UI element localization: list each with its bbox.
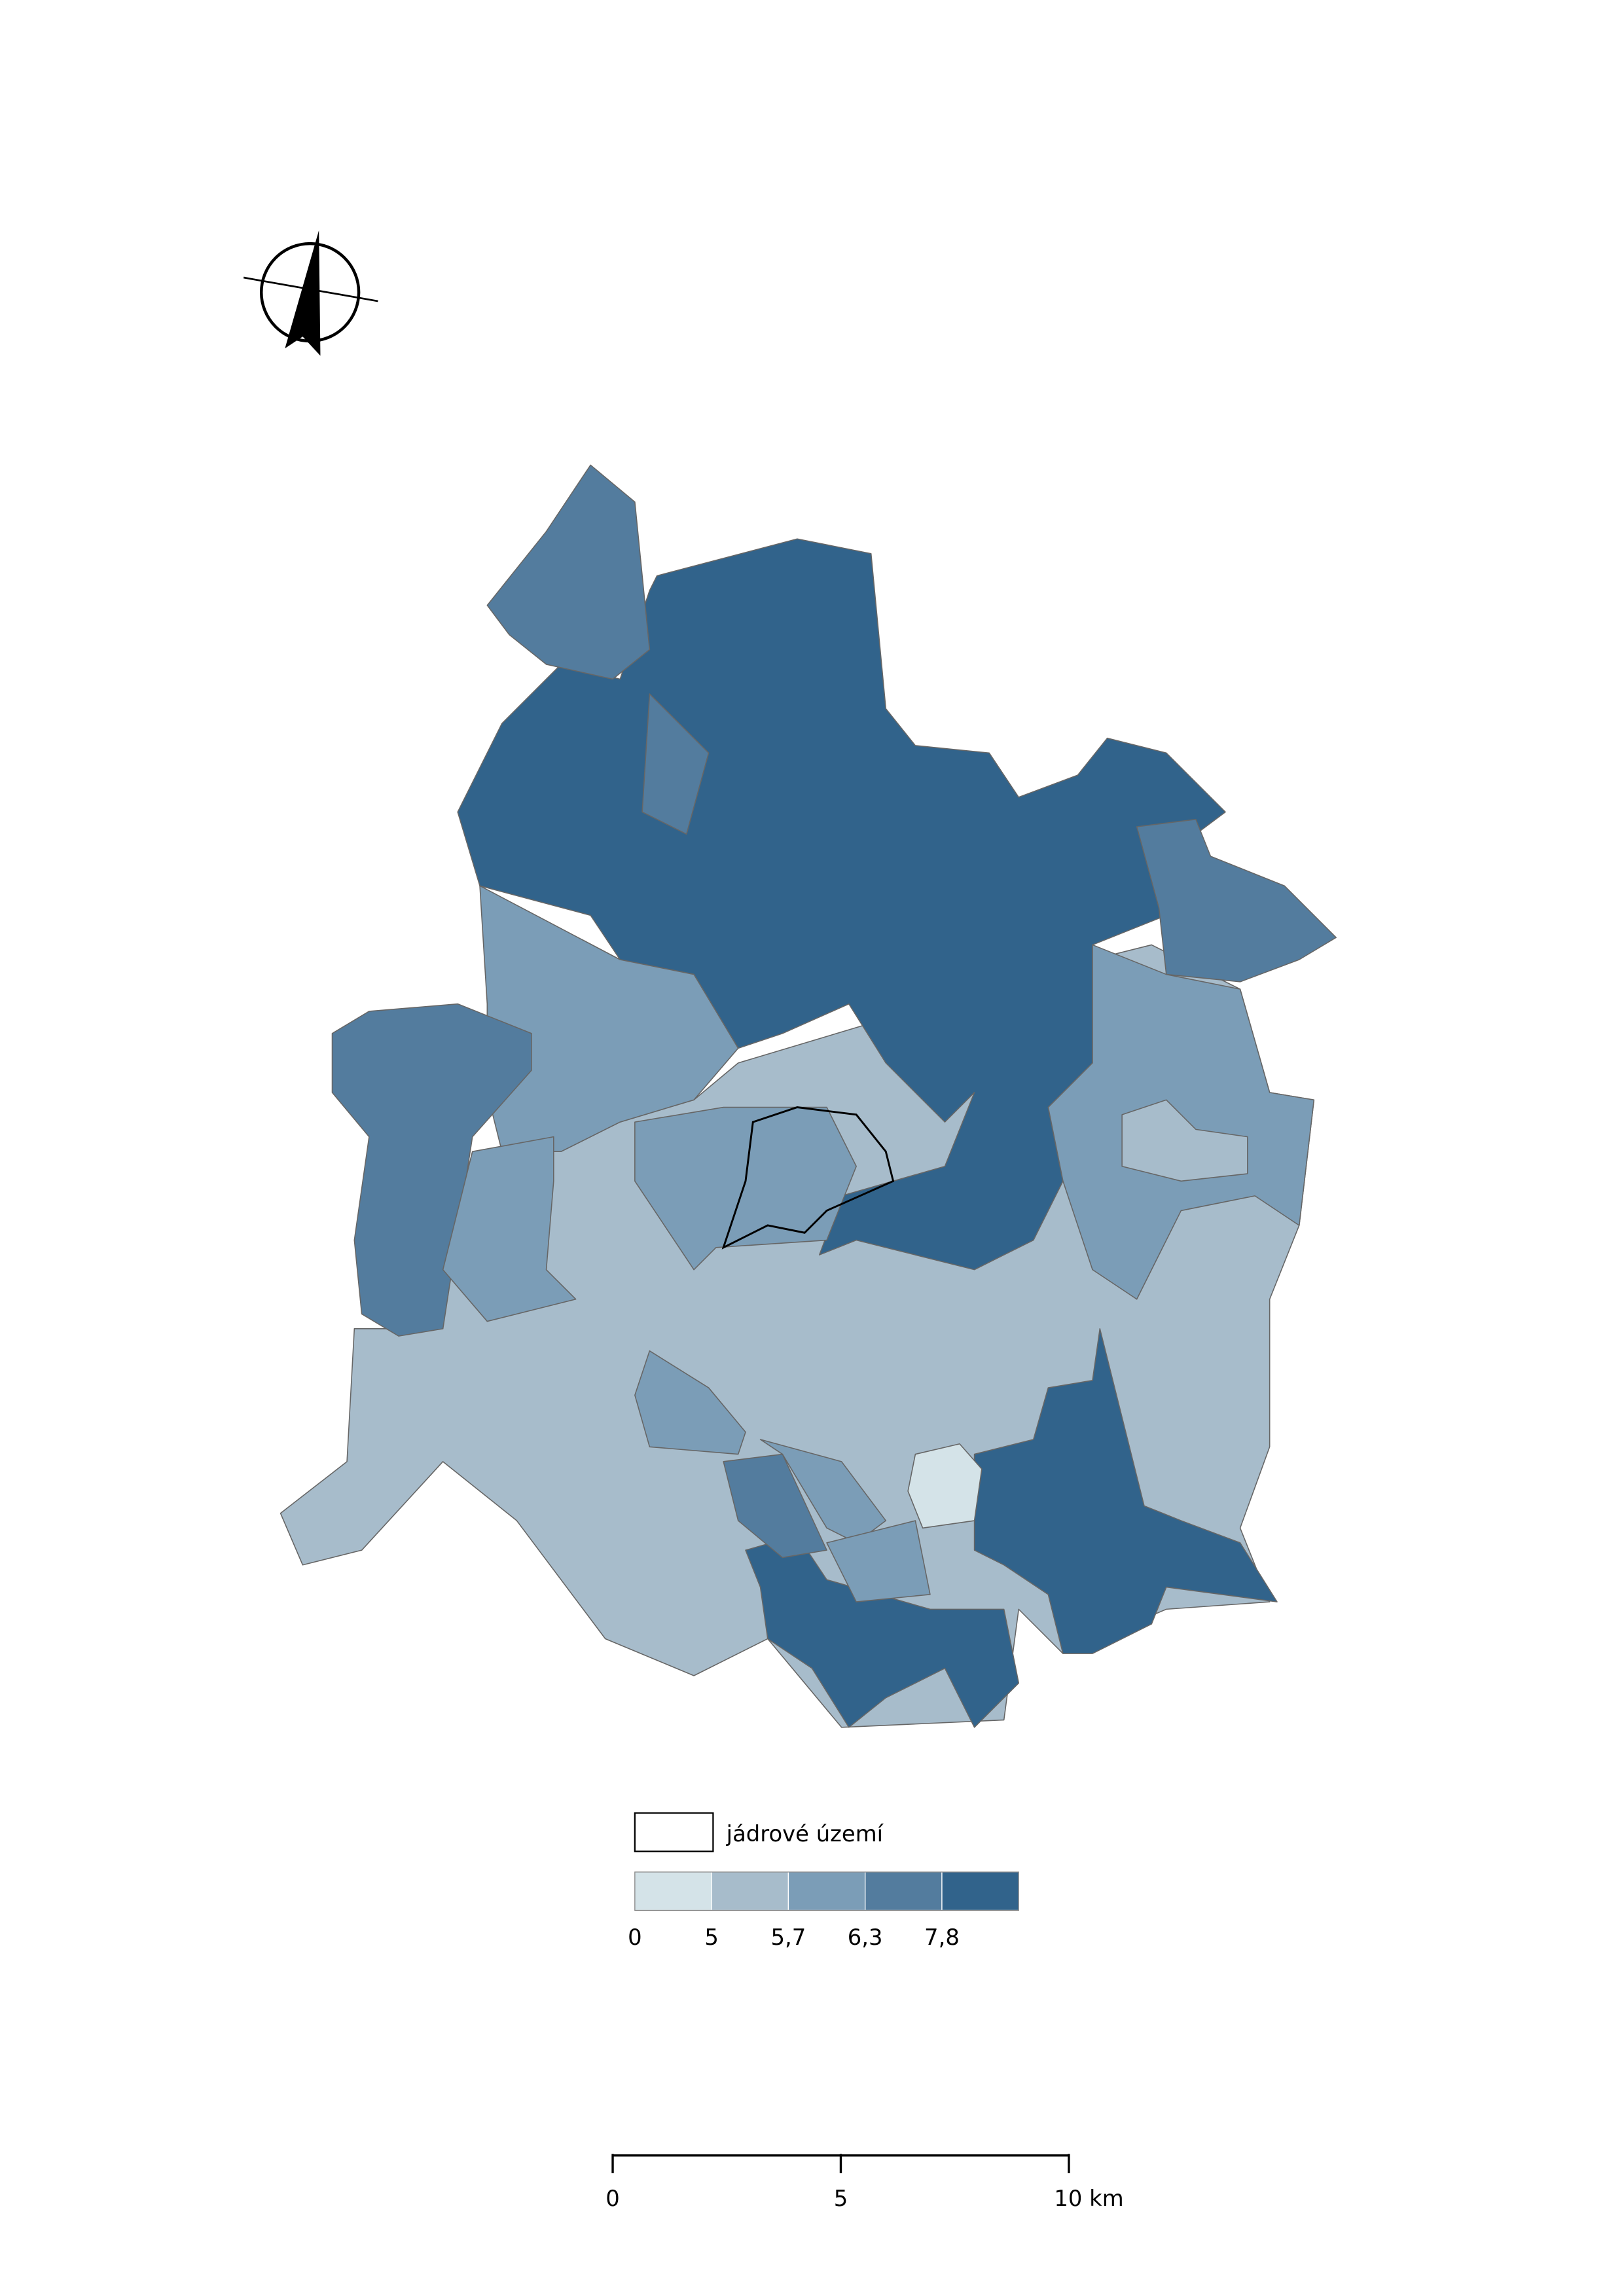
legend-swatch — [941, 1871, 1019, 1911]
scale-label: 10 km — [1054, 2186, 1123, 2211]
legend-scale: 0 5 5,7 6,3 7,8 — [628, 1871, 1019, 1950]
north-arrow — [243, 230, 378, 356]
legend-swatch — [865, 1871, 943, 1911]
legend-swatch — [711, 1871, 789, 1911]
legend-swatch — [787, 1871, 866, 1911]
scale-bar: 0 5 10 km — [605, 2154, 1124, 2211]
legend-break-label: 5 — [704, 1925, 719, 1950]
core-swatch — [634, 1812, 714, 1852]
legend-break-label: 5,7 — [771, 1925, 806, 1950]
legend-break-label: 0 — [628, 1925, 642, 1950]
scale-label: 5 — [834, 2186, 848, 2211]
legend-break-label: 6,3 — [848, 1925, 883, 1950]
legend-swatch — [634, 1871, 712, 1911]
regions — [280, 464, 1337, 1728]
scale-label: 0 — [605, 2186, 620, 2211]
legend-break-label: 7,8 — [924, 1925, 960, 1950]
legend-frame — [634, 1871, 1019, 1911]
legend-label: jádrové území — [726, 1821, 884, 1847]
